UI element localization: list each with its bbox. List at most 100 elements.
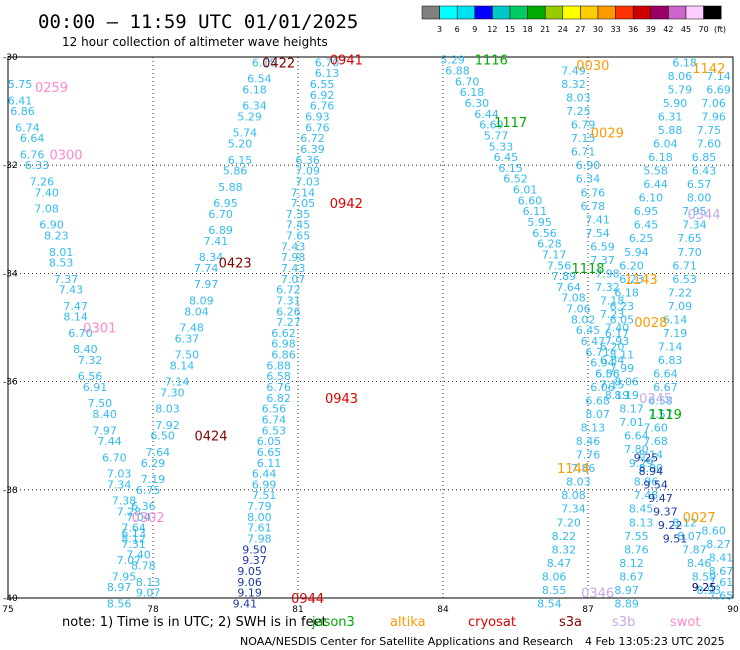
wave-height-point: 6.36 [295,154,320,167]
wave-height-point: 9.19 [237,587,262,600]
wave-height-point: 7.97 [194,278,219,291]
wave-height-point: 7.32 [595,281,620,294]
wave-height-point: 8.19 [605,389,630,402]
wave-height-point: 6.52 [503,173,528,186]
wave-height-point: 8.00 [247,511,272,524]
wave-height-point: 8.06 [542,570,567,583]
wave-height-point: 8.07 [585,408,610,421]
pass-time-label: 0027 [683,511,716,526]
colorbar-swatch [544,5,564,20]
colorbar-tick: 21 [540,25,550,34]
wave-height-point: 7.64 [146,446,171,459]
colorbar-tick: 30 [593,25,603,34]
pass-time-label: 0424 [194,430,227,445]
colorbar-tick: 6 [455,25,460,34]
wave-height-point: 6.69 [706,83,731,96]
wave-height-point: 9.07 [136,587,161,600]
wave-height-point: 7.31 [276,294,301,307]
wave-height-point: 7.32 [78,354,103,367]
wave-height-point: 6.30 [465,97,490,110]
wave-height-point: 8.13 [629,516,654,529]
wave-height-point: 8.22 [552,530,577,543]
wave-height-point: 8.12 [619,557,644,570]
wave-height-point: 7.34 [682,219,707,232]
y-tick-label: -32 [3,161,18,171]
wave-height-point: 8.90 [639,462,664,475]
colorbar-tick: 27 [575,25,585,34]
colorbar-swatch [439,5,458,20]
wave-height-point: 6.53 [672,273,697,286]
wave-height-point: 6.17 [605,327,630,340]
wave-height-point: 7.15 [571,132,596,145]
wave-height-point: 6.64 [653,367,678,380]
wave-height-point: 8.76 [624,543,649,556]
wave-height-point: 7.61 [247,522,272,535]
wave-height-point: 7.43 [59,284,84,297]
wave-height-point: 9.54 [643,478,668,491]
colorbar-swatch [562,5,581,20]
wave-height-point: 6.64 [624,430,649,443]
wave-height-point: 7.03 [295,175,320,188]
wave-height-point: 6.79 [571,119,596,132]
wave-height-point: 9.50 [242,543,267,556]
wave-height-point: 7.65 [709,589,734,602]
wave-height-point: 6.54 [247,73,272,86]
wave-height-point: 7.19 [141,473,166,486]
wave-height-point: 8.89 [614,597,639,610]
wave-height-point: 7.47 [63,300,88,313]
satellite-legend: jason3 altika cryosat s3a s3b swot [311,615,700,630]
wave-height-point: 7.43 [281,262,306,275]
wave-height-point: 6.56 [532,227,557,240]
wave-height-point: 7.20 [556,516,581,529]
wave-height-point: 6.18 [672,56,697,69]
colorbar-legend: 3 6 9 12 15 18 21 24 27 30 33 36 39 42 45 70 (ft) [421,5,726,34]
wave-height-point: 5.74 [233,127,258,140]
wave-height-point: 7.03 [107,468,132,481]
footer-timestamp: 4 Feb 13:05:23 UTC 2025 [585,635,725,648]
wave-height-point: 6.70 [68,327,93,340]
wave-height-point: 6.60 [518,194,543,207]
wave-height-point: 7.98 [595,267,620,280]
wave-height-point: 8.13 [136,576,161,589]
wave-height-point: 6.75 [136,484,161,497]
wave-height-point: 6.71 [672,259,697,272]
wave-height-point: 6.82 [266,392,291,405]
wave-height-point: 9.25 [692,581,717,594]
wave-height-point: 6.98 [271,338,296,351]
wave-height-point: 6.23 [619,273,644,286]
wave-height-point: 5.90 [663,97,688,110]
wave-height-point: 8.55 [542,584,567,597]
wave-height-point: 6.67 [653,381,678,394]
wave-height-point: 7.61 [709,576,734,589]
x-tick-label: 78 [147,605,159,615]
wave-height-point: 5.77 [484,129,509,142]
wave-height-point: 6.74 [15,121,40,134]
wave-height-point: 8.53 [49,257,74,270]
x-tick-label: 75 [2,605,13,615]
wave-height-point: 7.79 [247,500,272,513]
wave-height-point: 6.43 [692,165,717,178]
wave-height-point: 7.92 [155,419,180,432]
wave-height-point: 8.11 [610,349,635,362]
wave-height-point: 6.36 [131,500,156,513]
colorbar-swatch [492,5,511,20]
wave-height-point: 8.08 [561,489,586,502]
wave-height-point: 8.03 [566,476,591,489]
wave-height-point: 6.55 [310,78,335,91]
pass-time-label: 0300 [49,148,82,163]
colorbar-swatch [703,5,722,20]
wave-height-point: 6.99 [252,478,277,491]
y-tick-label: -36 [3,378,18,388]
pass-time-label: 0345 [639,392,672,407]
wave-height-point: 7.49 [561,65,586,78]
wave-height-point: 5.88 [218,181,243,194]
wave-height-point: 7.95 [112,570,137,583]
wave-height-point: 8.96 [634,476,659,489]
wave-height-point: 7.57 [648,408,673,421]
wave-height-point: 6.76 [266,381,291,394]
wave-height-point: 9.25 [634,451,659,464]
wave-height-point: 7.99 [610,362,635,375]
wave-height-point: 6.26 [276,305,301,318]
wave-height-point: 6.62 [271,327,296,340]
satellite-legend-item: swot [670,615,700,630]
